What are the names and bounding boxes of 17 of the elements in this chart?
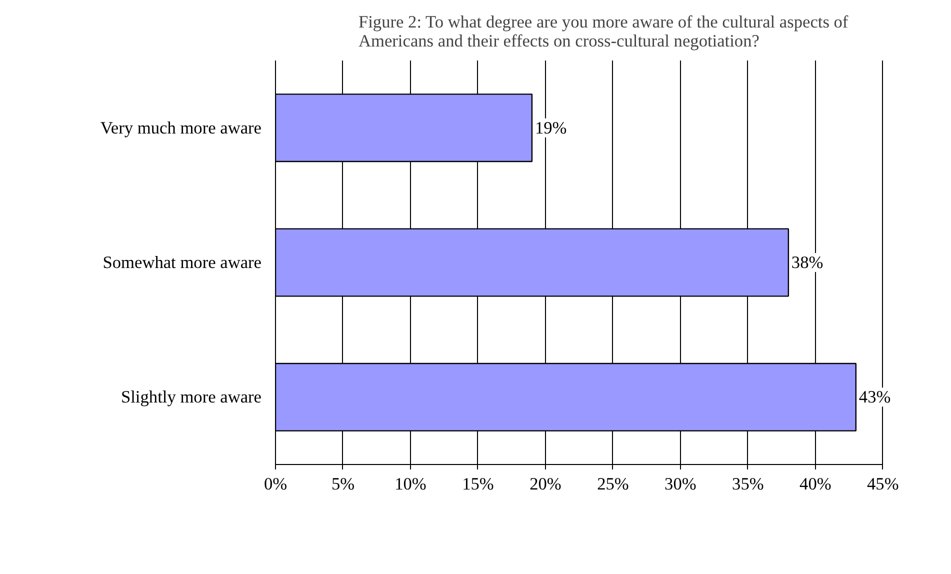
x-tick-label: 10% (394, 474, 426, 494)
x-tick-label: 35% (732, 474, 764, 494)
x-tick-label: 0% (264, 474, 288, 494)
y-tick-label: Somewhat more aware (102, 253, 262, 272)
x-tick-label: 40% (800, 474, 832, 494)
y-tick-label: Very much more aware (100, 118, 262, 138)
x-tick-label: 45% (867, 474, 899, 494)
data-label: 38% (791, 253, 824, 272)
x-tick-label: 15% (462, 474, 494, 494)
x-tick-label: 20% (530, 474, 562, 494)
x-tick-label: 5% (331, 474, 355, 494)
data-label: 43% (858, 388, 891, 407)
x-tick-label: 25% (597, 474, 629, 494)
x-tick-label: 30% (664, 474, 696, 494)
y-tick-label: Slightly more aware (120, 388, 262, 407)
chart-title: Figure 2: To what degree are you more aware of the cultural aspects of Americans and their effects on cross-cultural negotiation? (358, 12, 848, 50)
data-label: 19% (534, 118, 567, 138)
